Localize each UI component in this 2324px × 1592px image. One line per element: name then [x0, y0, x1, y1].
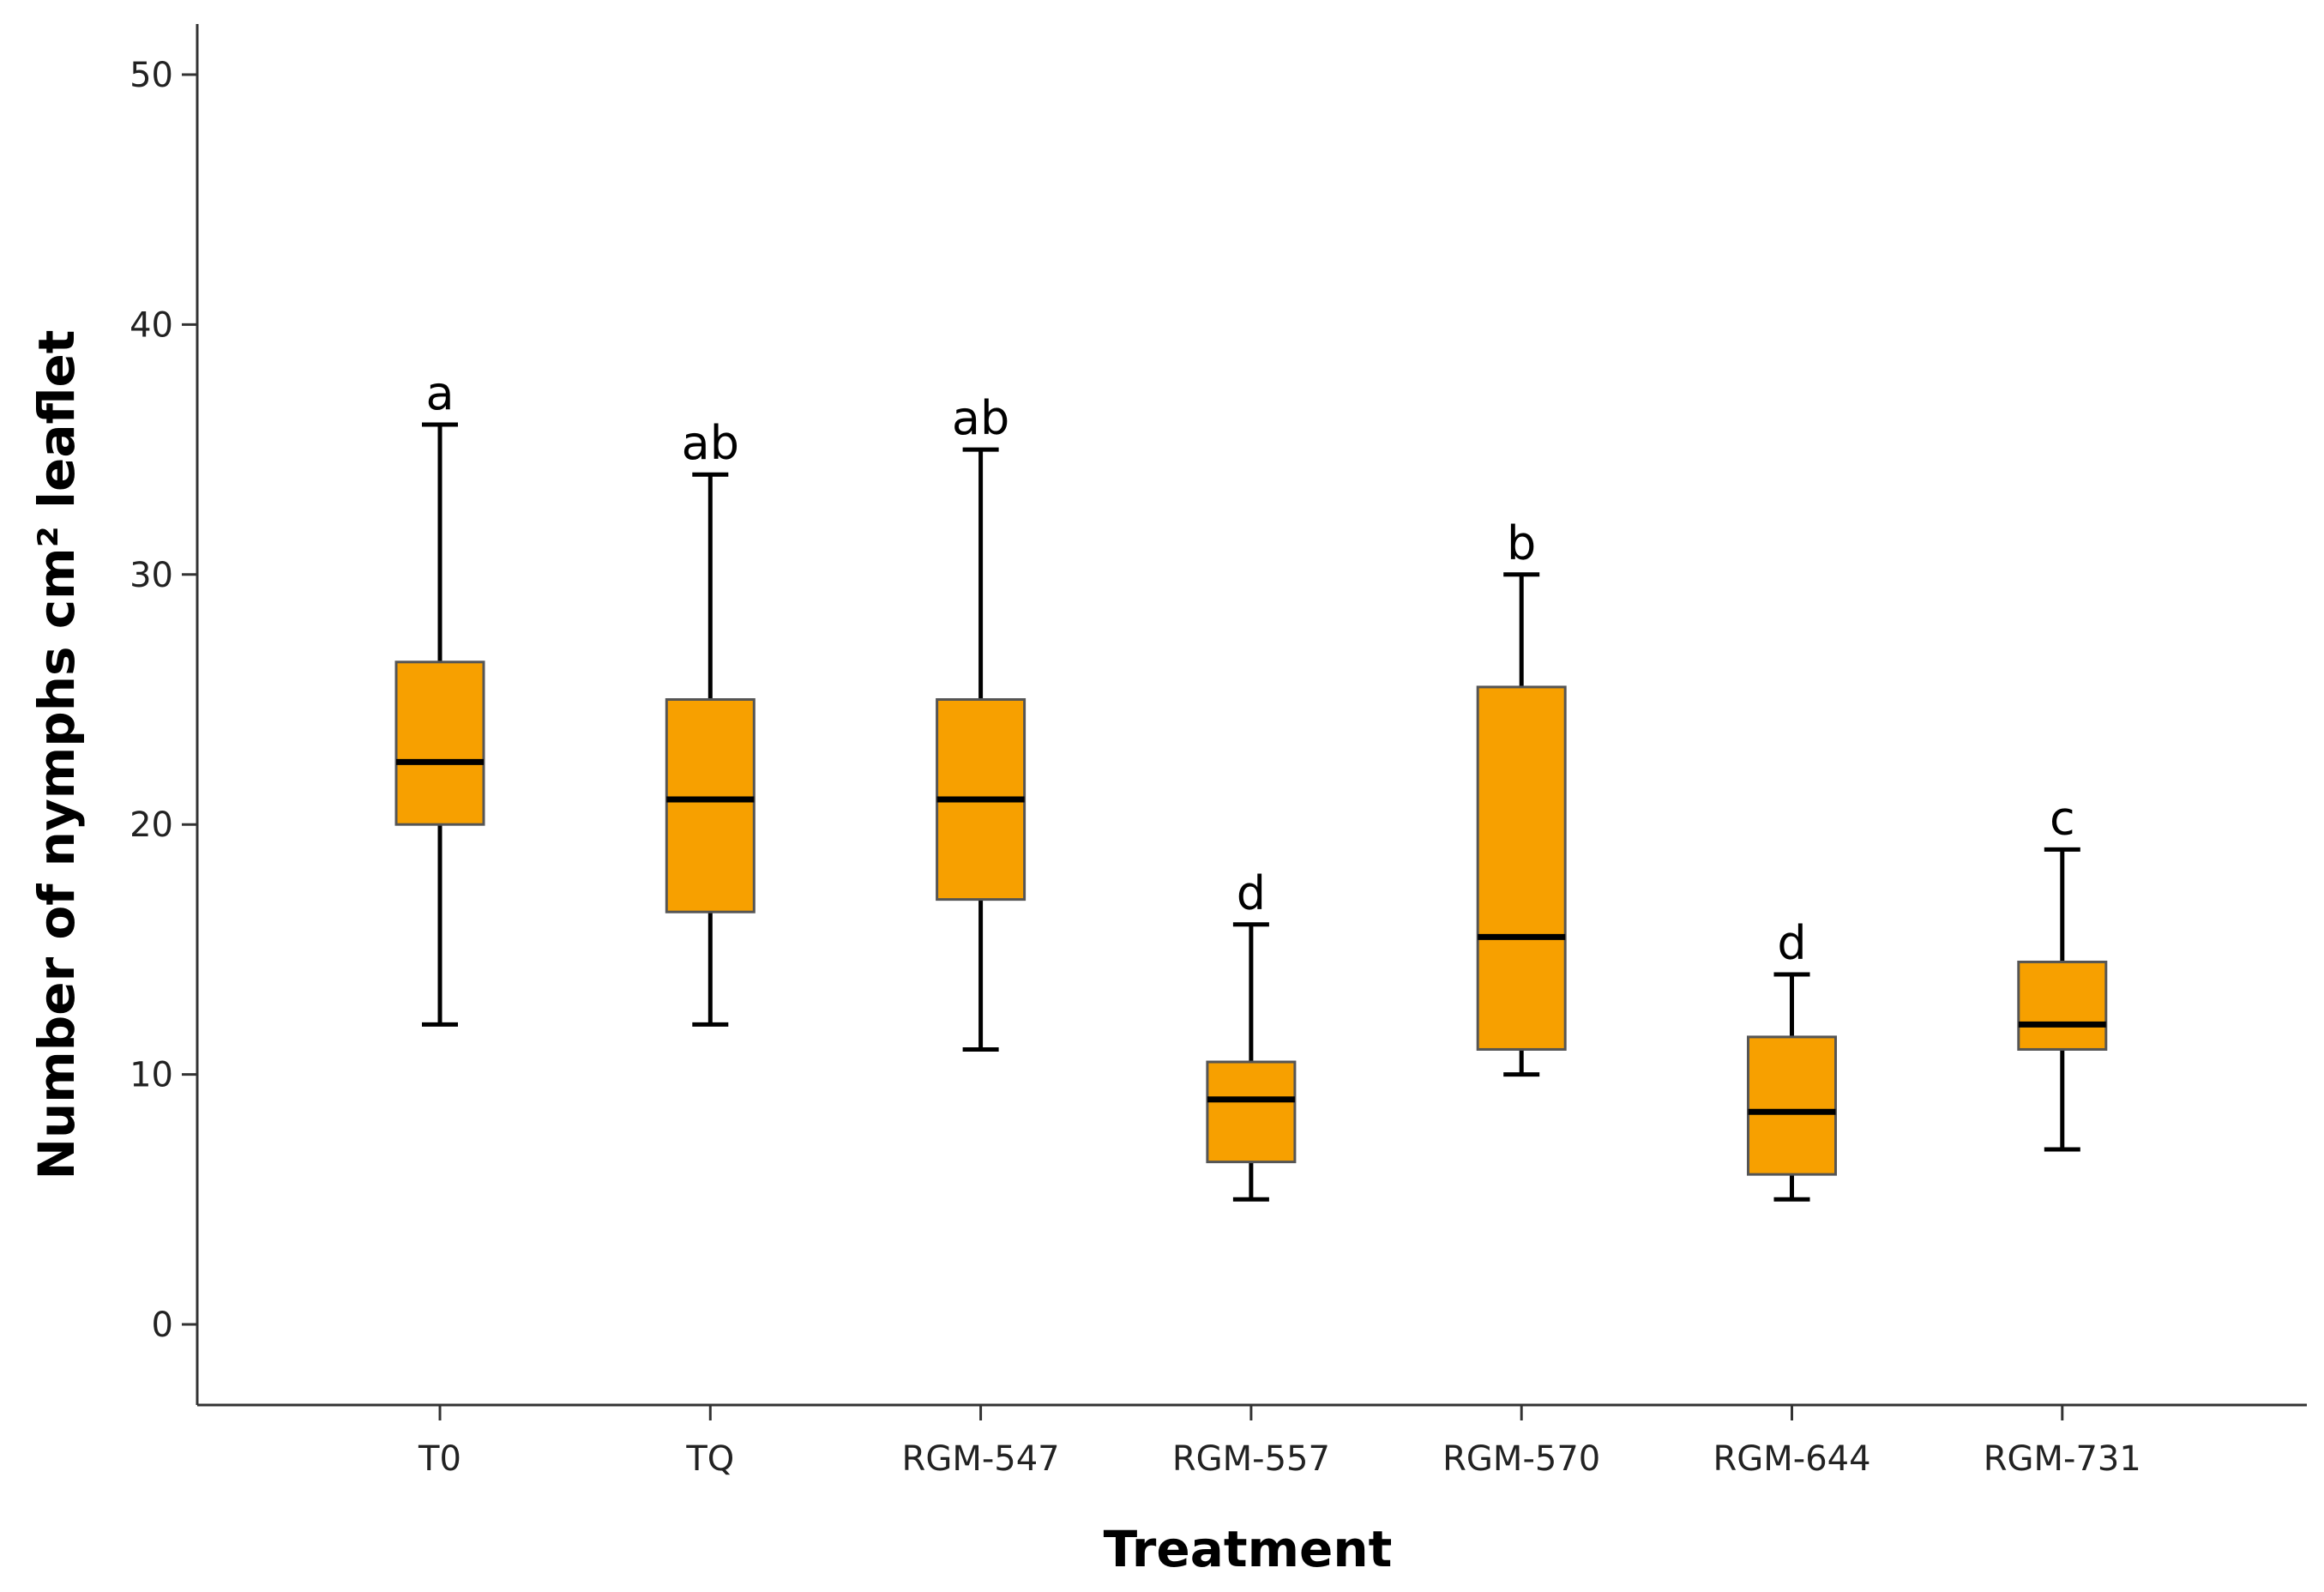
iqr-box	[666, 700, 754, 913]
significance-letter: d	[1237, 866, 1266, 920]
significance-letter: d	[1777, 916, 1806, 970]
box-rgm-547: ab	[937, 391, 1025, 1049]
chart-container: 0 10 20 30 40 50 T0 TQ RGM-547 RGM-557 RGM-570 RGM…	[0, 0, 2324, 1592]
y-ticks: 0 10 20 30 40 50	[129, 56, 197, 1345]
x-ticks: T0 TQ RGM-547 RGM-557 RGM-570 RGM-644 RGM-731	[418, 1405, 2141, 1479]
y-tick-label: 20	[129, 805, 173, 845]
x-tick-label: RGM-644	[1713, 1439, 1870, 1479]
iqr-box	[1478, 687, 1565, 1050]
box-rgm-570: b	[1478, 516, 1565, 1075]
box-rgm-644: d	[1749, 916, 1836, 1199]
y-tick-label: 40	[129, 305, 173, 345]
box-rgm-557: d	[1207, 866, 1295, 1200]
significance-letter: c	[2050, 791, 2075, 845]
boxes: a ab ab d b d c	[396, 366, 2106, 1199]
significance-letter: a	[425, 366, 454, 420]
iqr-box	[2019, 962, 2106, 1049]
y-axis-title: Number of nymphs cm² leaflet	[27, 329, 86, 1179]
significance-letter: ab	[682, 416, 739, 470]
y-tick-label: 50	[129, 56, 173, 95]
y-tick-label: 10	[129, 1056, 173, 1095]
box-t0: a	[396, 366, 484, 1024]
y-tick-label: 30	[129, 556, 173, 595]
box-rgm-731: c	[2019, 791, 2106, 1149]
x-tick-label: RGM-570	[1442, 1439, 1600, 1479]
y-tick-label: 0	[152, 1306, 173, 1345]
box-plot-chart: 0 10 20 30 40 50 T0 TQ RGM-547 RGM-557 RGM-570 RGM…	[0, 0, 2324, 1592]
iqr-box	[1207, 1062, 1295, 1162]
x-axis-title: Treatment	[1104, 1520, 1393, 1578]
x-tick-label: TQ	[685, 1439, 734, 1479]
iqr-box	[1749, 1037, 1836, 1174]
x-tick-label: T0	[418, 1439, 461, 1479]
iqr-box	[396, 662, 484, 824]
significance-letter: ab	[952, 391, 1009, 445]
box-tq: ab	[666, 416, 754, 1024]
x-tick-label: RGM-547	[902, 1439, 1060, 1479]
significance-letter: b	[1507, 516, 1536, 570]
x-tick-label: RGM-557	[1172, 1439, 1330, 1479]
x-tick-label: RGM-731	[1984, 1439, 2141, 1479]
